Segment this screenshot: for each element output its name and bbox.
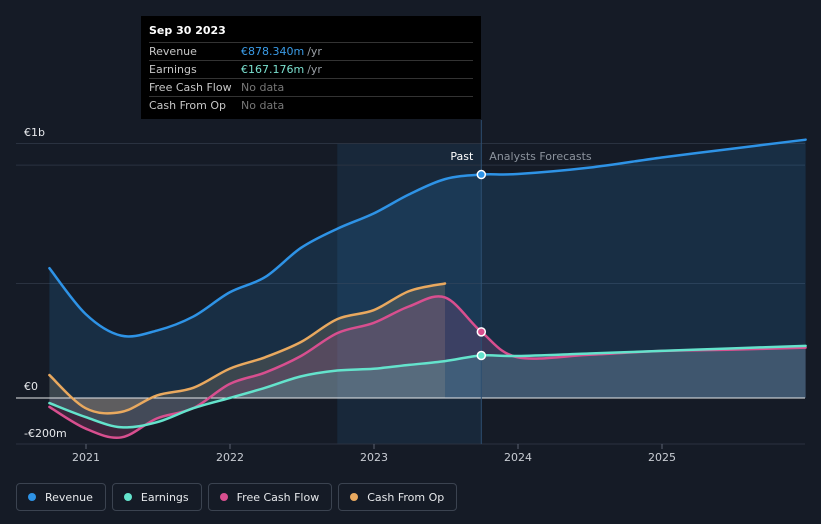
data-tooltip: Sep 30 2023 Revenue €878.340m /yr Earnin… (141, 16, 481, 119)
tooltip-value: €878.340m (241, 45, 305, 58)
marker-earnings (476, 350, 487, 361)
y-axis: €1b €0 -€200m (24, 126, 67, 440)
line-revenue (48, 138, 807, 338)
past-label: Past (450, 150, 474, 163)
chart-legend: Revenue Earnings Free Cash Flow Cash Fro… (16, 483, 458, 511)
tooltip-value: No data (241, 81, 285, 94)
x-axis: 2021 2022 2023 2024 2025 (72, 444, 676, 464)
x-tick-label: 2023 (360, 451, 388, 464)
tooltip-date: Sep 30 2023 (149, 24, 473, 43)
tooltip-label: Cash From Op (149, 99, 227, 112)
tooltip-label: Revenue (149, 45, 197, 58)
forecast-label: Analysts Forecasts (489, 150, 592, 163)
tooltip-value: €167.176m (241, 63, 305, 76)
legend-label: Revenue (45, 490, 93, 504)
series-lines (48, 138, 807, 440)
tooltip-unit: /yr (307, 45, 322, 58)
area-free-cash-flow (49, 296, 806, 438)
tooltip-row-cash-from-op: Cash From Op No data (149, 97, 473, 114)
x-tick-label: 2022 (216, 451, 244, 464)
tooltip-row-revenue: Revenue €878.340m /yr (149, 43, 473, 61)
x-tick-label: 2024 (504, 451, 532, 464)
line-cash-from-op (48, 282, 447, 415)
legend-item-revenue[interactable]: Revenue (16, 483, 106, 511)
legend-label: Earnings (140, 490, 189, 504)
tooltip-label: Free Cash Flow (149, 81, 232, 94)
legend-dot-icon (219, 493, 228, 501)
y-tick-label: €1b (24, 126, 45, 139)
series-markers (476, 169, 487, 361)
legend-dot-icon (350, 493, 359, 501)
tooltip-label: Earnings (149, 63, 197, 76)
legend-item-free-cash-flow[interactable]: Free Cash Flow (207, 483, 333, 511)
legend-dot-icon (123, 493, 132, 501)
area-cash-from-op (49, 283, 446, 414)
legend-dot-icon (28, 493, 36, 501)
legend-label: Free Cash Flow (236, 490, 320, 504)
y-tick-label: €0 (24, 380, 38, 393)
legend-item-cash-from-op[interactable]: Cash From Op (338, 483, 458, 511)
x-tick-label: 2025 (648, 451, 676, 464)
tooltip-row-free-cash-flow: Free Cash Flow No data (149, 79, 473, 97)
y-tick-label: -€200m (24, 427, 67, 440)
gridlines (16, 143, 805, 445)
line-earnings (48, 344, 807, 429)
area-revenue (49, 139, 806, 398)
series-areas (49, 139, 806, 438)
legend-label: Cash From Op (367, 490, 445, 504)
tooltip-unit: /yr (307, 63, 322, 76)
marker-free-cash-flow (476, 327, 487, 337)
legend-item-earnings[interactable]: Earnings (111, 483, 202, 511)
area-earnings (49, 345, 806, 428)
tooltip-row-earnings: Earnings €167.176m /yr (149, 61, 473, 79)
x-tick-label: 2021 (72, 451, 100, 464)
marker-revenue (476, 169, 487, 180)
tooltip-value: No data (241, 99, 285, 112)
